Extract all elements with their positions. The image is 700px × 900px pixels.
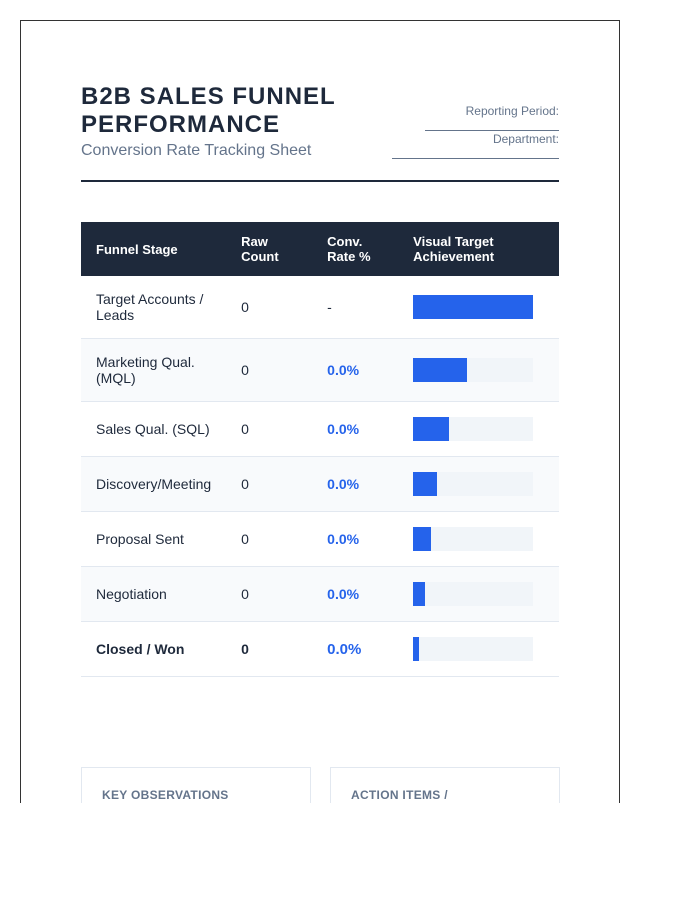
column-header: Funnel Stage (81, 222, 227, 276)
table-row: Discovery/Meeting 0 0.0% (81, 456, 559, 512)
rate-cell: 0.0% (312, 456, 399, 512)
rate-cell: 0.0% (312, 621, 399, 677)
stage-cell: Sales Qual. (SQL) (81, 401, 227, 457)
funnel-table: Funnel Stage Raw Count Conv. Rate % Visual … (81, 222, 559, 677)
table-row: Marketing Qual. (MQL) 0 0.0% (81, 338, 559, 402)
bar-fill (413, 582, 426, 606)
bar-cell (398, 401, 559, 457)
stage-cell: Discovery/Meeting (81, 456, 227, 512)
bar-fill (413, 358, 468, 382)
bar-fill (413, 472, 438, 496)
section-label: KEY OBSERVATIONS (102, 788, 229, 802)
stage-cell: Target Accounts / Leads (81, 276, 227, 339)
table-row: Closed / Won 0 0.0% (81, 621, 559, 677)
stage-cell: Proposal Sent (81, 511, 227, 567)
count-cell: 0 (226, 511, 313, 567)
column-header: Conv. Rate % (312, 222, 399, 276)
field-label: Department: (392, 132, 559, 159)
stage-cell: Closed / Won (81, 621, 227, 677)
bar-track (413, 637, 534, 661)
bar-track (413, 295, 534, 319)
bar-track (413, 527, 534, 551)
notes-box: KEY OBSERVATIONS (81, 767, 311, 803)
table-row: Proposal Sent 0 0.0% (81, 511, 559, 567)
stage-cell: Marketing Qual. (MQL) (81, 338, 227, 402)
table-row: Sales Qual. (SQL) 0 0.0% (81, 401, 559, 457)
bar-fill (413, 417, 450, 441)
count-cell: 0 (226, 566, 313, 622)
bar-fill (413, 527, 432, 551)
count-cell: 0 (226, 456, 313, 512)
bar-cell (398, 621, 559, 677)
count-cell: 0 (226, 401, 313, 457)
table-body: Target Accounts / Leads 0- Marketing Qual.… (81, 276, 559, 677)
count-cell: 0 (226, 621, 313, 677)
bar-track (413, 472, 534, 496)
title: B2B SALES FUNNEL PERFORMANCE (81, 83, 336, 138)
count-cell: 0 (226, 338, 313, 402)
bar-track (413, 358, 534, 382)
stage-cell: Negotiation (81, 566, 227, 622)
divider (81, 180, 559, 182)
count-cell: 0 (226, 276, 313, 339)
subtitle: Conversion Rate Tracking Sheet (81, 142, 312, 159)
column-header: Raw Count (226, 222, 313, 276)
rate-cell: 0.0% (312, 511, 399, 567)
header-row: Funnel Stage Raw Count Conv. Rate % Visual … (81, 222, 559, 276)
bar-cell (398, 566, 559, 622)
sheet: B2B SALES FUNNEL PERFORMANCE Conversion … (20, 20, 620, 803)
bar-cell (398, 276, 559, 339)
section-label: ACTION ITEMS / (351, 788, 448, 802)
bar-cell (398, 456, 559, 512)
rate-cell: 0.0% (312, 338, 399, 402)
column-header: Visual Target Achievement (398, 222, 559, 276)
bar-cell (398, 511, 559, 567)
rate-cell: 0.0% (312, 401, 399, 457)
bar-cell (398, 338, 559, 402)
bar-track (413, 582, 534, 606)
rate-cell: 0.0% (312, 566, 399, 622)
table-row: Target Accounts / Leads 0- (81, 276, 559, 339)
bar-track (413, 417, 534, 441)
table-row: Negotiation 0 0.0% (81, 566, 559, 622)
rate-cell: - (312, 276, 399, 339)
notes-box: ACTION ITEMS / (330, 767, 560, 803)
bar-fill (413, 637, 420, 661)
bar-fill (413, 295, 534, 319)
field-label: Reporting Period: (425, 104, 559, 131)
